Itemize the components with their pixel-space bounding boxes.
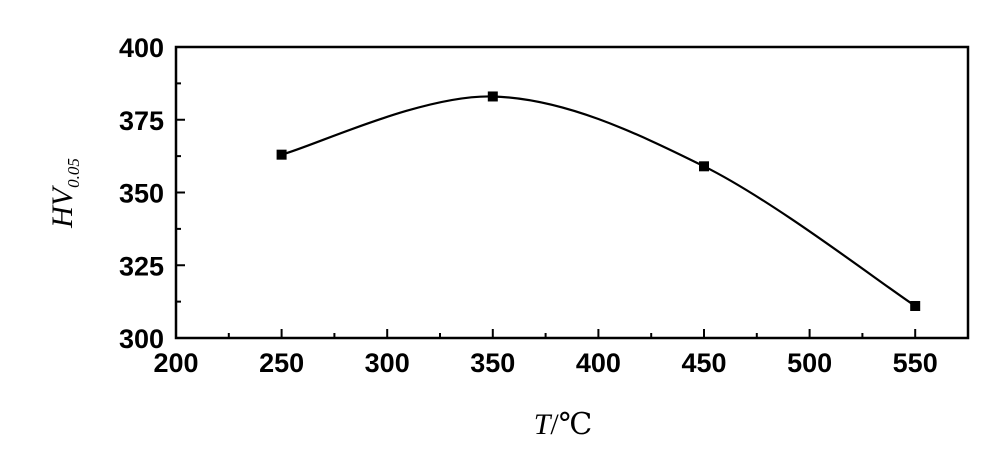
x-axis-title: T/℃ <box>534 408 593 441</box>
x-tick-label: 450 <box>681 348 726 378</box>
x-axis-separator: / <box>550 408 559 441</box>
y-tick-label: 325 <box>119 251 164 281</box>
y-axis-title: HV0.05 <box>46 158 83 229</box>
data-point-marker <box>910 300 921 311</box>
data-point-marker <box>276 149 287 160</box>
x-tick-label: 250 <box>259 348 304 378</box>
y-tick-label: 400 <box>119 33 164 63</box>
y-tick-label: 375 <box>119 106 164 136</box>
x-tick-label: 300 <box>365 348 410 378</box>
x-axis-unit: ℃ <box>559 408 593 441</box>
y-tick-label: 350 <box>119 179 164 209</box>
plot-frame <box>174 45 970 340</box>
plot-area <box>174 45 970 340</box>
data-point-marker <box>487 91 498 102</box>
x-tick-label: 550 <box>893 348 938 378</box>
series-layer <box>276 91 921 311</box>
x-axis-variable: T <box>534 408 553 441</box>
x-tick-label: 350 <box>470 348 515 378</box>
series-line <box>281 95 916 307</box>
y-tick-label: 300 <box>119 324 164 354</box>
data-point-marker <box>699 161 709 172</box>
x-axis-ticks: 200 250 300 350 400 450 500 550 <box>153 329 969 378</box>
y-axis-subscript: 0.05 <box>64 158 83 188</box>
x-tick-label: 500 <box>787 348 832 378</box>
y-axis-variable: HV <box>46 184 79 229</box>
y-axis-ticks: 300 325 350 375 400 <box>119 33 185 354</box>
x-tick-label: 400 <box>576 348 621 378</box>
x-tick-label: 200 <box>153 348 198 378</box>
